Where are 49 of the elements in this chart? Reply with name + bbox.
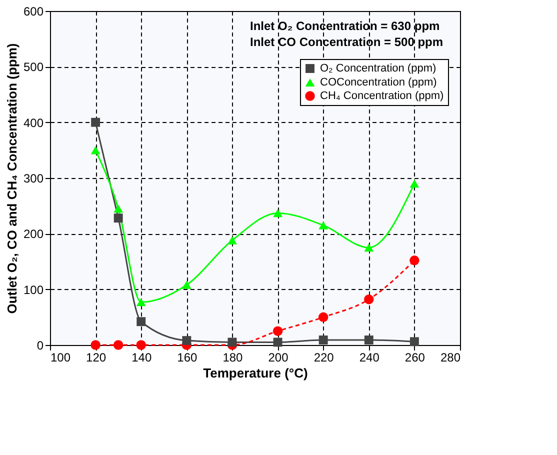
point xyxy=(136,340,146,350)
point xyxy=(228,236,237,244)
y-tick-label: 500 xyxy=(23,60,44,74)
point xyxy=(91,118,100,127)
y-tick-label: 100 xyxy=(23,282,44,297)
point xyxy=(136,298,146,306)
legend-label: CH₄ Concentration (ppm) xyxy=(320,90,444,102)
y-tick-label: 0 xyxy=(36,338,44,352)
point xyxy=(410,337,419,346)
point xyxy=(318,336,328,344)
x-tick-label: 220 xyxy=(314,350,334,364)
x-axis-title: Temperature (°C) xyxy=(203,366,308,380)
x-tick-label: 100 xyxy=(50,350,71,364)
x-tick-label: 180 xyxy=(222,350,244,364)
point xyxy=(273,338,282,347)
point xyxy=(318,221,328,230)
point xyxy=(90,340,100,350)
annotation: Inlet CO Concentration = 500 ppm xyxy=(250,35,444,49)
x-tick-label: 260 xyxy=(404,350,426,364)
point xyxy=(182,280,192,289)
point xyxy=(364,244,374,252)
point xyxy=(113,340,124,350)
point xyxy=(90,146,100,154)
point xyxy=(228,338,237,347)
legend-label: O₂ Concentration (ppm) xyxy=(320,62,436,74)
y-tick-label: 600 xyxy=(23,4,44,18)
point xyxy=(114,214,123,223)
x-tick-label: 160 xyxy=(177,350,198,364)
x-tick-label: 200 xyxy=(268,350,289,364)
y-axis-title: Outlet O₂, CO and CH₄ Concentration (ppm) xyxy=(4,43,20,314)
point xyxy=(136,317,146,326)
point xyxy=(114,204,124,213)
point xyxy=(182,336,192,346)
x-tick-label: 280 xyxy=(440,350,461,364)
point xyxy=(410,180,420,188)
legend-label: COConcentration (ppm) xyxy=(320,76,437,88)
point xyxy=(364,294,374,304)
point xyxy=(364,336,374,344)
point xyxy=(273,209,282,218)
y-tick-label: 400 xyxy=(23,116,44,130)
x-tick-label: 120 xyxy=(86,350,106,364)
point xyxy=(318,312,328,322)
x-tick-label: 240 xyxy=(359,350,380,364)
y-tick-label: 300 xyxy=(23,172,44,186)
point xyxy=(272,326,283,336)
x-tick-label: 140 xyxy=(132,350,152,364)
point xyxy=(410,256,420,266)
y-tick-label: 200 xyxy=(23,227,44,242)
annotation: Inlet O₂ Concentration = 630 ppm xyxy=(250,19,440,33)
